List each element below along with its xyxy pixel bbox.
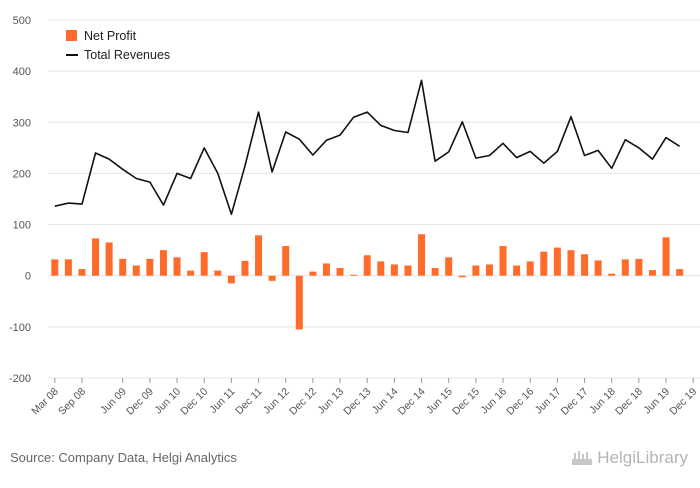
legend-label-total-revenues: Total Revenues: [84, 48, 170, 62]
net-profit-bar: [227, 275, 235, 284]
net-profit-bar: [485, 264, 493, 276]
net-profit-bar: [363, 255, 371, 276]
x-tick-label: Jun 15: [424, 386, 455, 417]
x-tick-label: Jun 14: [370, 386, 401, 417]
legend: Net Profit Total Revenues: [66, 29, 170, 62]
net-profit-bar: [187, 270, 195, 276]
total-revenues-series-line: [54, 79, 681, 216]
x-tick-label: Dec 12: [287, 386, 319, 418]
net-profit-bar: [92, 238, 100, 276]
x-tick-label: Dec 11: [233, 386, 265, 418]
y-tick-label: -100: [9, 322, 31, 334]
net-profit-bar: [404, 265, 412, 276]
net-profit-bar: [458, 275, 466, 278]
net-profit-bar: [377, 261, 385, 276]
y-tick-label: 100: [13, 220, 31, 232]
library-icon: [572, 451, 593, 465]
net-profit-bar: [553, 247, 561, 276]
net-profit-bar: [295, 275, 303, 330]
net-profit-bar: [445, 257, 453, 276]
net-profit-bar: [64, 259, 72, 276]
x-tick-label: Mar 08: [29, 386, 61, 418]
net-profit-bar: [132, 265, 140, 276]
net-profit-bar: [282, 246, 290, 276]
net-profit-bar: [105, 242, 113, 276]
net-profit-bar: [540, 251, 548, 276]
brand-logo[interactable]: HelgiLibrary: [571, 448, 688, 468]
x-tick-label: Dec 15: [450, 386, 482, 418]
net-profit-bar: [608, 273, 616, 276]
net-profit-bar: [350, 274, 358, 276]
x-tick-label: Dec 10: [178, 386, 210, 418]
x-tick-label: Jun 19: [641, 386, 672, 417]
total-revenues-line: [54, 79, 681, 216]
x-tick-label: Jun 16: [478, 386, 509, 417]
net-profit-bar: [336, 268, 344, 276]
x-tick-label: Dec 14: [396, 386, 428, 418]
net-profit-bar: [513, 265, 521, 276]
x-tick-label: Dec 17: [559, 386, 591, 418]
y-tick-label: 0: [25, 271, 31, 283]
legend-swatch-net-profit: [66, 30, 77, 41]
net-profit-bar: [173, 257, 181, 276]
net-profit-bar: [241, 260, 249, 276]
x-tick-label: Dec 16: [504, 386, 536, 418]
y-tick-label: 200: [13, 168, 31, 180]
gridlines: [48, 19, 700, 379]
net-profit-bar: [662, 237, 670, 276]
net-profit-bar: [581, 254, 589, 276]
net-profit-bar: [119, 258, 127, 276]
y-tick-label: 500: [13, 15, 31, 27]
net-profit-bar: [431, 268, 439, 276]
x-tick-label: Jun 10: [152, 386, 183, 417]
net-profit-bar: [676, 269, 684, 276]
x-tick-label: Jun 12: [261, 386, 292, 417]
y-tick-label: 300: [13, 117, 31, 129]
net-profit-bar: [200, 252, 208, 276]
x-tick-label: Jun 13: [315, 386, 346, 417]
net-profit-bar: [214, 270, 222, 276]
x-tick-label: Jun 18: [587, 386, 618, 417]
x-tick-label: Dec 19: [667, 386, 699, 418]
x-tick-label: Jun 11: [207, 386, 237, 416]
x-tick-label: Dec 09: [124, 386, 156, 418]
y-tick-label: -200: [9, 373, 31, 385]
x-tick-label: Dec 18: [613, 386, 645, 418]
net-profit-bar: [268, 275, 276, 281]
x-tick-label: Sep 08: [56, 386, 88, 418]
net-profit-bar: [390, 264, 398, 276]
net-profit-bar: [499, 246, 507, 276]
net-profit-bar: [648, 270, 656, 276]
net-profit-bar: [78, 269, 86, 276]
net-profit-bar: [418, 234, 426, 276]
net-profit-bar: [309, 271, 317, 276]
net-profit-bar: [255, 235, 263, 276]
net-profit-bar: [51, 259, 59, 276]
net-profit-bar: [159, 250, 167, 276]
net-profit-bar: [594, 260, 602, 276]
x-tick-label: Jun 17: [533, 386, 564, 417]
net-profit-bars: [51, 234, 684, 330]
net-profit-bar: [146, 258, 154, 276]
brand-name: HelgiLibrary: [597, 448, 688, 467]
legend-label-net-profit: Net Profit: [84, 29, 137, 43]
net-profit-bar: [472, 265, 480, 276]
x-tick-label: Jun 09: [98, 386, 129, 417]
y-axis: -200 -100 0 100 200 300 400 500: [9, 15, 31, 385]
x-tick-label: Dec 13: [341, 386, 373, 418]
y-tick-label: 400: [13, 66, 31, 78]
net-profit-bar: [322, 263, 330, 276]
net-profit-bar: [567, 250, 575, 276]
net-profit-bar: [621, 259, 629, 276]
net-profit-bar: [526, 261, 534, 276]
source-note: Source: Company Data, Helgi Analytics: [10, 450, 237, 465]
net-profit-bar: [635, 258, 643, 276]
